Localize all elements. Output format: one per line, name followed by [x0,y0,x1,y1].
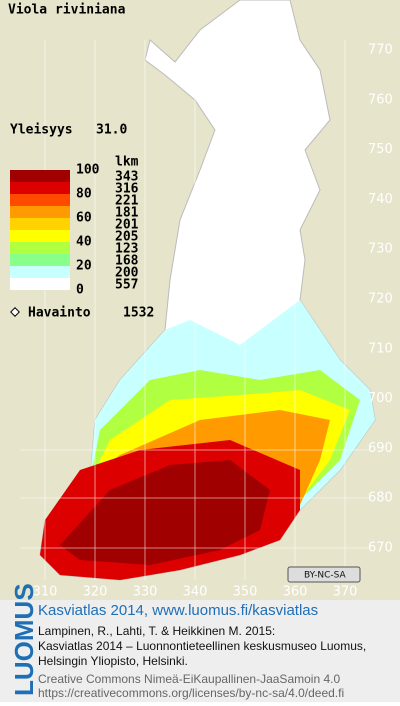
citation-line: Lampinen, R., Lahti, T. & Heikkinen M. 2… [38,624,275,638]
legend-swatch [10,254,70,266]
legend-swatch [10,218,70,230]
license-badge-box [287,566,361,583]
legend-swatch [10,242,70,254]
easting-label: 310 [33,585,58,600]
legend-scale-label: 60 [76,211,92,226]
northing-label: 720 [368,292,393,307]
citation-line: Helsingin Yliopisto, Helsinki. [38,654,188,668]
legend-swatch [10,278,70,290]
legend-scale-label: 40 [76,235,92,250]
count-header: lkm [115,155,139,170]
northing-label: 750 [368,142,393,157]
frequency-value: 31.0 [96,123,127,138]
grid-labels: 770 760 750 740 730 720 710 700 690 680 670 310 320 3… [33,43,393,600]
easting-label: 360 [283,585,308,600]
legend-swatch [10,194,70,206]
legend-swatch [10,266,70,278]
citation-line: Kasviatlas 2014 – Luonnontieteellinen ke… [38,639,366,653]
legend-count: 343 [115,170,138,185]
easting-label: 350 [233,585,258,600]
logo: LUOMUS [9,583,39,696]
legend-swatch [10,230,70,242]
northing-label: 690 [368,441,393,456]
observation-symbol [10,307,20,317]
frequency-label: Yleisyys [10,123,73,138]
legend-swatch [10,182,70,194]
easting-label: 370 [333,585,358,600]
northing-label: 680 [368,491,393,506]
legend: 3433162211812012051231682005571008060402… [10,163,139,298]
northing-label: 730 [368,242,393,257]
legend-scale-label: 20 [76,259,92,274]
easting-label: 330 [133,585,158,600]
legend-count: 221 [115,194,139,209]
footer-background [0,600,400,702]
northing-label: 770 [368,43,393,58]
legend-count: 557 [115,278,138,293]
legend-scale-label: 100 [76,163,100,178]
license-text: Creative Commons Nimeä-EiKaupallinen-Jaa… [38,672,340,686]
legend-swatch [10,206,70,218]
headline[interactable]: Kasviatlas 2014, www.luomus.fi/kasviatla… [38,602,318,619]
legend-scale-label: 80 [76,187,92,202]
easting-label: 320 [83,585,108,600]
northing-label: 710 [368,341,393,356]
legend-count: 123 [115,242,138,257]
legend-swatch [10,170,70,182]
northing-label: 670 [368,541,393,556]
legend-count: 168 [115,254,139,269]
observation-label: Havainto [28,306,91,321]
legend-count: 200 [115,266,139,281]
legend-count: 205 [115,230,138,245]
license-badge: BY-NC-SA [304,571,347,581]
northing-label: 760 [368,92,393,107]
northing-label: 740 [368,192,393,207]
easting-label: 340 [183,585,208,600]
legend-count: 201 [115,218,139,233]
legend-scale-label: 0 [76,283,84,298]
legend-count: 316 [115,182,139,197]
license-url[interactable]: https://creativecommons.org/licenses/by-… [38,686,344,700]
species-title: Viola riviniana [8,3,126,18]
map-shape [20,0,376,581]
observation-count: 1532 [123,306,154,321]
northing-label: 700 [368,391,393,406]
legend-count: 181 [115,206,139,221]
